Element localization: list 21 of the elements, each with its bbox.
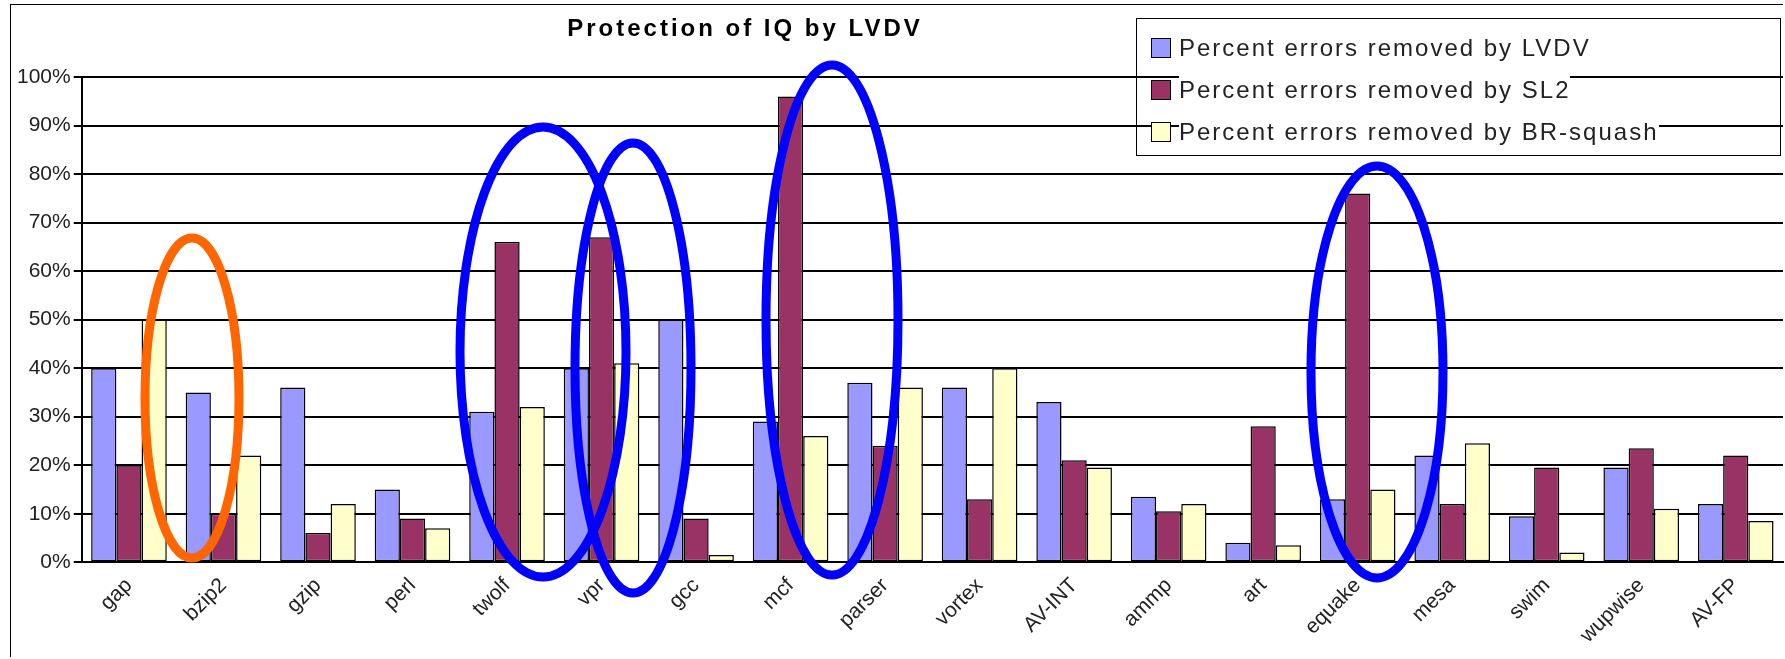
y-tick-label: 0% <box>40 549 71 573</box>
legend-label: Percent errors removed by LVDV <box>1179 34 1591 62</box>
x-tick-label: gzip <box>281 572 325 617</box>
x-tick-label: vpr <box>571 572 609 610</box>
y-tick-label: 80% <box>28 160 71 184</box>
x-tick-label: gap <box>94 572 136 614</box>
y-tick-label: 30% <box>28 403 71 427</box>
y-tick-label: 70% <box>28 209 71 233</box>
y-tick-label: 20% <box>28 451 71 475</box>
y-tick-label: 60% <box>28 257 71 281</box>
legend-label: Percent errors removed by SL2 <box>1179 76 1571 104</box>
y-tick-label: 10% <box>28 500 71 524</box>
y-tick-label: 40% <box>28 354 71 378</box>
x-tick-label: gcc <box>663 572 703 613</box>
legend-label: Percent errors removed by BR-squash <box>1179 118 1659 146</box>
chart-title: Protection of IQ by LVDV <box>567 14 923 41</box>
y-tick-label: 90% <box>28 112 71 136</box>
y-tick-label: 100% <box>16 63 71 87</box>
x-tick-label: art <box>1236 572 1271 607</box>
x-tick-label: mcf <box>757 572 798 613</box>
y-tick-label: 50% <box>28 306 71 330</box>
